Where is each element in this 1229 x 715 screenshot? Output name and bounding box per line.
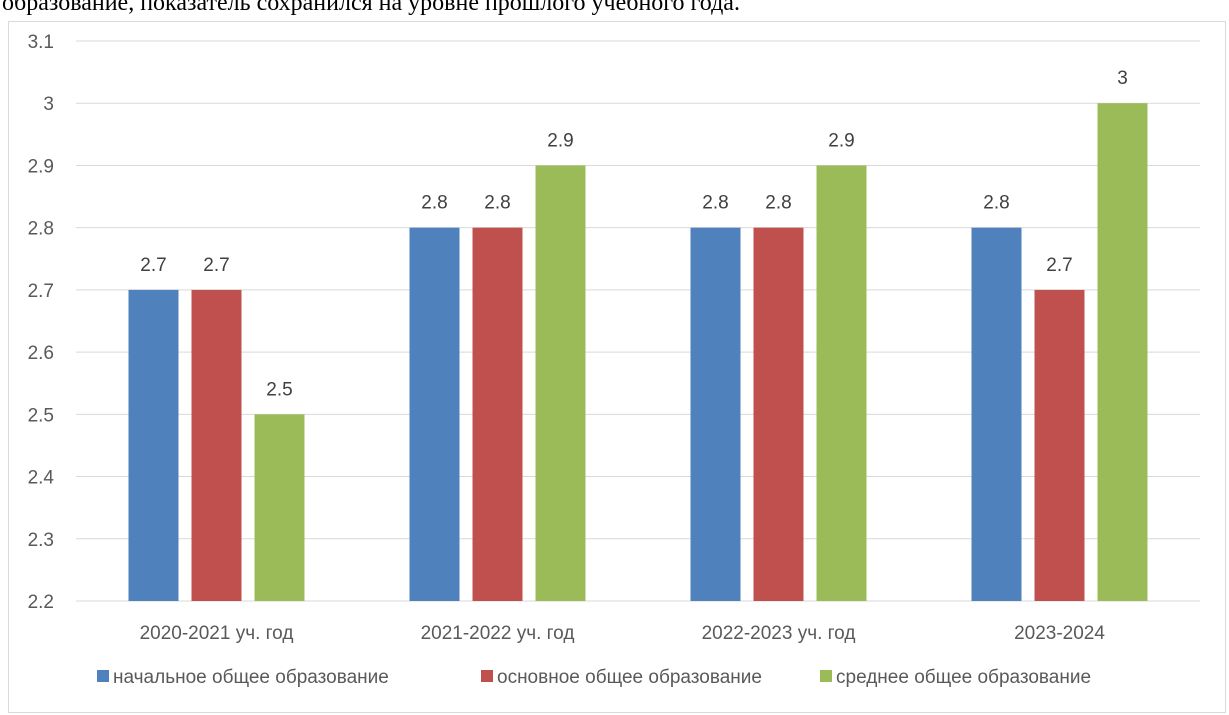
legend-label: основное общее образование [497,667,762,688]
bar [971,227,1022,601]
y-tick-label: 2.9 [28,156,54,177]
y-tick-label: 2.6 [28,343,54,364]
x-category-label: 2023-2024 [1014,623,1105,644]
data-label: 2.9 [547,130,573,151]
data-label: 2.7 [140,255,166,276]
document-caption: образование, показатель сохранился на ур… [2,0,740,16]
bar [128,289,179,601]
data-labels: 2.7 2.7 2.5 2.8 2.8 2.9 2.8 2.8 2.9 2.8 2.7 3 [140,68,1128,400]
data-label: 2.8 [421,193,447,214]
data-label: 2.8 [983,193,1009,214]
bar [472,227,523,601]
gridlines [76,40,1200,602]
y-tick-label: 2.2 [28,592,54,613]
bar [191,289,242,601]
data-label: 2.5 [266,379,292,400]
data-label: 2.7 [1046,255,1072,276]
x-category-label: 2021-2022 уч. год [421,623,575,644]
legend-swatch [820,670,832,682]
bar [816,165,867,601]
bar [535,165,586,601]
y-tick-label: 3 [43,94,54,115]
data-label: 3 [1117,68,1128,89]
legend-swatch [97,670,109,682]
x-category-label: 2022-2023 уч. год [702,623,856,644]
data-label: 2.9 [828,130,854,151]
y-tick-label: 3.1 [28,32,54,53]
data-label: 2.8 [484,193,510,214]
legend-label: начальное общее образование [113,667,389,688]
y-tick-label: 2.8 [28,219,54,240]
chart-frame [8,21,1226,713]
legend-swatch [481,670,493,682]
x-axis-labels: 2020-2021 уч. год 2021-2022 уч. год 2022-2… [140,623,1106,644]
bar [753,227,804,601]
y-axis-ticks: 3.1 3 2.9 2.8 2.7 2.6 2.5 2.4 2.3 2.2 [28,32,55,613]
x-category-label: 2020-2021 уч. год [140,623,294,644]
data-label: 2.8 [702,193,728,214]
legend-label: среднее общее образование [836,667,1091,688]
bar [409,227,460,601]
y-tick-label: 2.7 [28,281,54,302]
y-tick-label: 2.5 [28,405,54,426]
bar [690,227,741,601]
y-tick-label: 2.3 [28,530,54,551]
bar [1034,289,1085,601]
legend: начальное общее образование основное обще… [97,667,1091,688]
bar [1097,103,1148,601]
bars [128,103,1148,601]
y-tick-label: 2.4 [28,468,55,489]
bar [254,414,305,601]
data-label: 2.7 [203,255,229,276]
data-label: 2.8 [765,193,791,214]
